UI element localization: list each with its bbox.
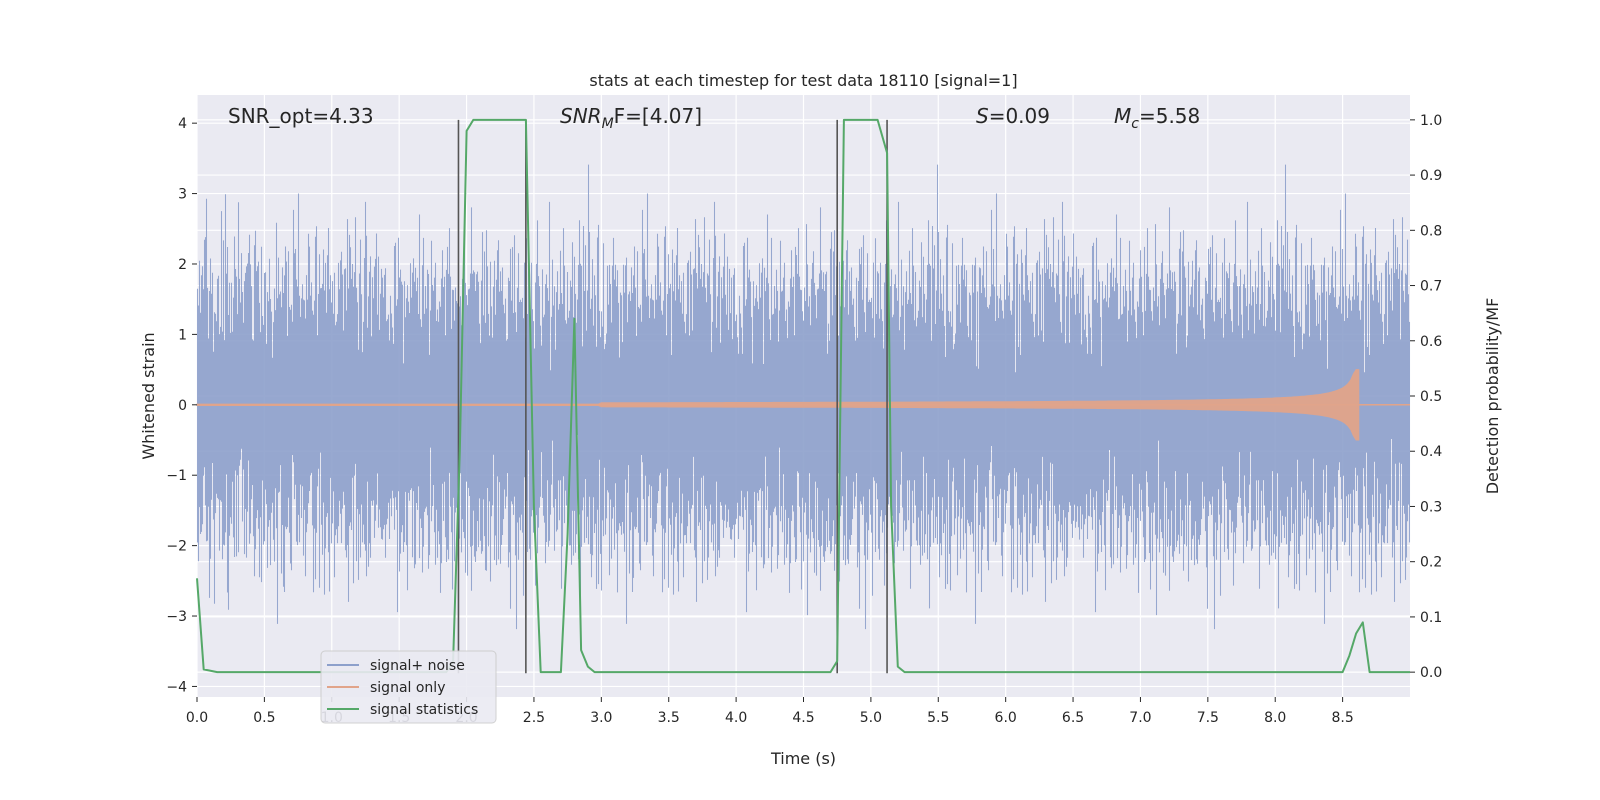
- x-tick-label: 0.0: [186, 710, 208, 726]
- x-tick-label: 8.0: [1264, 710, 1286, 726]
- x-tick-label: 6.0: [995, 710, 1017, 726]
- left-y-tick-label: 4: [178, 116, 187, 132]
- annotation-snr-mf: SNRMF=[4.07]: [560, 104, 702, 132]
- right-y-tick-label: 0.8: [1420, 223, 1442, 239]
- right-y-tick-label: 1.0: [1420, 113, 1442, 129]
- left-y-tick-label: −1: [166, 468, 187, 484]
- snr-mf-sub: M: [602, 116, 614, 132]
- right-y-tick-label: 0.6: [1420, 334, 1442, 350]
- signal-series-layer: [196, 369, 1410, 441]
- mc-sub: c: [1131, 116, 1139, 132]
- x-tick-label: 4.0: [725, 710, 747, 726]
- legend-entry: signal+ noise: [370, 658, 465, 674]
- left-y-tick-label: 2: [178, 257, 187, 273]
- right-y-tick-label: 0.9: [1420, 168, 1442, 184]
- right-y-tick-label: 0.0: [1420, 665, 1442, 681]
- right-y-tick-label: 0.3: [1420, 499, 1442, 515]
- x-tick-label: 7.5: [1197, 710, 1219, 726]
- right-y-tick-label: 0.5: [1420, 389, 1442, 405]
- legend: signal+ noise signal only signal statistic…: [320, 650, 497, 724]
- x-tick-label: 0.5: [253, 710, 275, 726]
- s-symbol: S: [976, 104, 989, 128]
- left-y-tick-label: −2: [166, 539, 187, 555]
- annotation-s: S=0.09: [976, 104, 1050, 128]
- right-y-tick-label: 0.2: [1420, 555, 1442, 571]
- snr-mf-base: SNR: [560, 104, 602, 128]
- x-tick-label: 8.5: [1331, 710, 1353, 726]
- statistics-series-layer: [196, 118, 1410, 674]
- left-y-tick-label: −4: [166, 679, 187, 695]
- series-signal-statistics: [196, 118, 1410, 674]
- x-tick-label: 5.5: [927, 710, 949, 726]
- left-y-axis-label: Whitened strain: [139, 332, 158, 459]
- right-y-tick-label: 0.4: [1420, 444, 1442, 460]
- snr-mf-rest: F=[4.07]: [614, 104, 702, 128]
- legend-entry: signal statistics: [370, 702, 478, 718]
- s-value: =0.09: [989, 104, 1050, 128]
- legend-box: [320, 650, 497, 724]
- x-tick-label: 4.5: [792, 710, 814, 726]
- x-tick-label: 3.0: [590, 710, 612, 726]
- mc-base: M: [1114, 104, 1131, 128]
- legend-entry: signal only: [370, 680, 445, 696]
- annotation-snr-opt: SNR_opt=4.33: [228, 104, 374, 128]
- right-y-axis-label: Detection probability/MF: [1483, 298, 1502, 495]
- left-y-tick-label: 1: [178, 327, 187, 343]
- left-y-tick-label: −3: [166, 609, 187, 625]
- x-tick-label: 5.0: [860, 710, 882, 726]
- annotation-mc: Mc=5.58: [1114, 104, 1200, 132]
- series-signal-noise: [196, 164, 1411, 630]
- x-tick-label: 7.0: [1129, 710, 1151, 726]
- x-tick-label: 3.5: [658, 710, 680, 726]
- mc-value: =5.58: [1139, 104, 1200, 128]
- left-y-tick-label: 0: [178, 398, 187, 414]
- noise-series-layer: [196, 164, 1411, 630]
- left-y-tick-label: 3: [178, 187, 187, 203]
- x-tick-label: 6.5: [1062, 710, 1084, 726]
- chart-title: stats at each timestep for test data 181…: [589, 71, 1017, 90]
- right-y-tick-label: 0.7: [1420, 279, 1442, 295]
- right-y-tick-label: 0.1: [1420, 610, 1442, 626]
- x-axis-label: Time (s): [770, 749, 836, 768]
- x-tick-label: 2.5: [523, 710, 545, 726]
